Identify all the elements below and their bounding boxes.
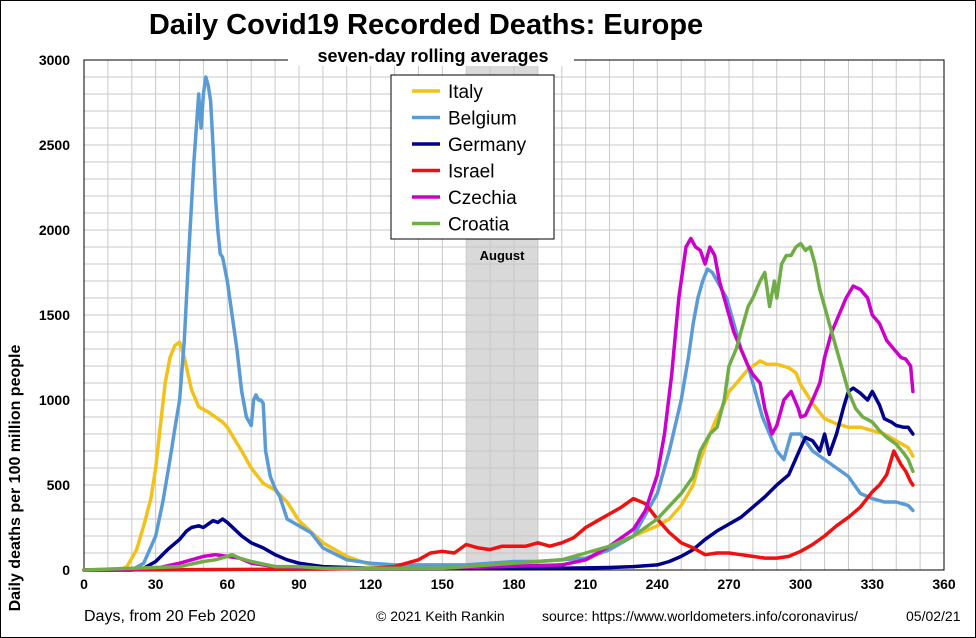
series-line-germany — [82, 386, 915, 572]
legend-label-italy: Italy — [448, 82, 483, 103]
source-note: source: https://www.worldometers.info/co… — [542, 608, 858, 624]
x-tick-label: 360 — [932, 576, 956, 592]
x-tick-label: 240 — [646, 576, 670, 592]
y-tick-label: 0 — [62, 562, 70, 578]
legend-label-israel: Israel — [448, 162, 494, 183]
legend: Italy Belgium Germany Israel Czechia Croatia — [390, 74, 555, 240]
x-tick-label: 30 — [148, 576, 164, 592]
x-tick-label: 330 — [861, 576, 885, 592]
y-tick-label: 2500 — [39, 137, 70, 153]
y-tick-label: 500 — [47, 477, 71, 493]
x-tick-label: 180 — [502, 576, 526, 592]
legend-label-czechia: Czechia — [448, 188, 517, 209]
subtitle-background — [288, 44, 574, 66]
series-line-croatia — [82, 241, 915, 572]
x-tick-label: 0 — [80, 576, 88, 592]
y-tick-label: 1500 — [39, 307, 70, 323]
legend-label-belgium: Belgium — [448, 109, 517, 130]
x-tick-label: 150 — [431, 576, 455, 592]
x-tick-labels: 0 30 60 90 120 150 180 210 240 270 300 330 360 — [80, 576, 956, 592]
chart-title: Daily Covid19 Recorded Deaths: Europe — [149, 9, 703, 41]
legend-box — [390, 74, 555, 240]
x-tick-label: 300 — [789, 576, 813, 592]
y-tick-labels: 0 500 1000 1500 2000 2500 3000 — [39, 52, 70, 578]
x-tick-label: 270 — [717, 576, 741, 592]
chart-subtitle: seven-day rolling averages — [317, 46, 548, 66]
x-tick-label: 60 — [220, 576, 236, 592]
august-band-label: August — [480, 248, 525, 263]
series-lines — [82, 75, 915, 572]
series-line-belgium — [82, 75, 915, 572]
legend-label-germany: Germany — [448, 135, 527, 156]
x-tick-label: 90 — [291, 576, 307, 592]
copyright-note: © 2021 Keith Rankin — [376, 608, 505, 624]
y-tick-label: 2000 — [39, 222, 70, 238]
series-line-israel — [82, 449, 915, 572]
x-tick-label: 210 — [574, 576, 598, 592]
y-tick-label: 3000 — [39, 52, 70, 68]
x-tick-label: 120 — [359, 576, 383, 592]
legend-label-croatia: Croatia — [448, 215, 510, 236]
y-tick-label: 1000 — [39, 392, 70, 408]
date-note: 05/02/21 — [906, 608, 961, 624]
x-axis-label: Days, from 20 Feb 2020 — [84, 608, 256, 625]
y-axis-label: Daily deaths per 100 million people — [7, 345, 24, 612]
